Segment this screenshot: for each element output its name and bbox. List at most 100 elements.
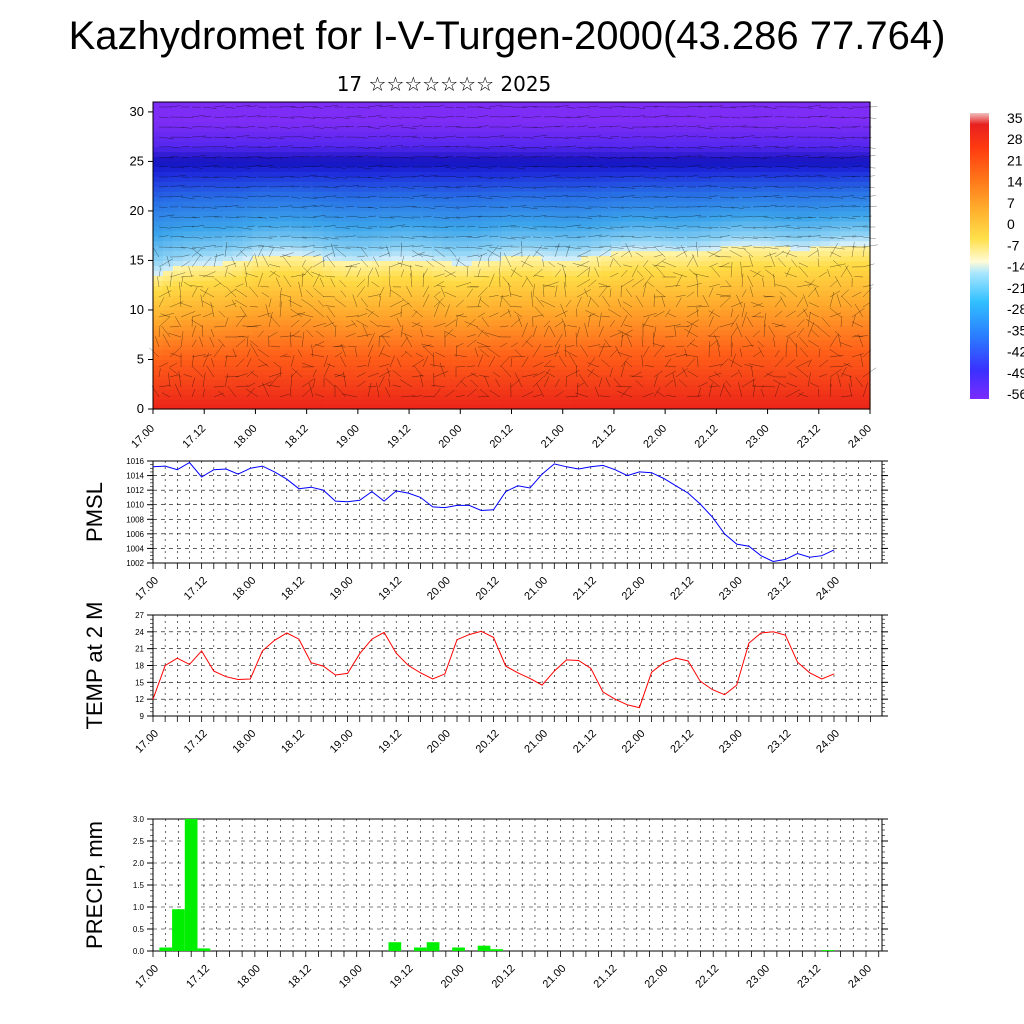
heatmap-cell xyxy=(342,181,353,187)
heatmap-cell xyxy=(581,121,592,128)
heatmap-cell xyxy=(212,215,224,222)
heatmap-cell xyxy=(581,102,592,108)
heatmap-cell xyxy=(153,305,164,311)
heatmap-cell xyxy=(740,290,752,296)
heatmap-cell xyxy=(561,151,572,158)
heatmap-cell xyxy=(471,225,483,232)
heatmap-cell xyxy=(820,191,831,197)
heatmap-cell xyxy=(162,285,174,291)
heatmap-cell xyxy=(362,364,373,370)
wind-barb xyxy=(290,330,300,338)
heatmap-cell xyxy=(441,399,453,405)
heatmap-cell xyxy=(322,255,333,262)
heatmap-cell xyxy=(202,334,214,341)
wind-barb xyxy=(309,382,314,398)
heatmap-cell xyxy=(322,151,333,158)
heatmap-cell xyxy=(521,339,533,346)
heatmap-cell xyxy=(461,295,473,301)
heatmap-cell xyxy=(571,260,582,266)
wind-barb xyxy=(209,336,215,348)
heatmap-cell xyxy=(182,314,194,321)
heatmap-cell xyxy=(800,389,811,395)
heatmap-cell xyxy=(650,404,662,410)
heatmap-cell xyxy=(571,181,582,187)
heatmap-cell xyxy=(551,399,562,405)
heatmap-cell xyxy=(591,295,602,301)
heatmap-cell xyxy=(611,379,622,385)
heatmap-cell xyxy=(272,364,284,370)
heatmap-cell xyxy=(800,349,811,356)
heatmap-cell xyxy=(382,116,393,123)
heatmap-cell xyxy=(790,324,801,331)
heatmap-cell xyxy=(760,290,772,296)
heatmap-cell xyxy=(172,220,184,227)
heatmap-cell xyxy=(162,141,174,148)
heatmap-cell xyxy=(800,166,811,172)
heatmap-cell xyxy=(322,379,333,385)
heatmap-cell xyxy=(660,146,672,153)
heatmap-cell xyxy=(740,379,752,385)
heatmap-cell xyxy=(471,270,483,276)
heatmap-cell xyxy=(501,389,513,395)
wind-barb xyxy=(191,254,202,268)
heatmap-cell xyxy=(511,290,523,296)
heatmap-cell xyxy=(561,344,572,351)
heatmap-cell xyxy=(750,171,762,177)
heatmap-cell xyxy=(262,349,274,356)
heatmap-cell xyxy=(441,210,453,217)
heatmap-cell xyxy=(710,394,722,400)
wind-barb xyxy=(169,184,185,188)
heatmap-cell xyxy=(352,349,363,356)
heatmap-cell xyxy=(640,399,652,405)
wind-barb xyxy=(228,272,237,278)
heatmap-cell xyxy=(491,111,503,118)
heatmap-cell xyxy=(601,126,612,133)
heatmap-cell xyxy=(411,374,423,380)
heatmap-cell xyxy=(660,379,672,385)
heatmap-cell xyxy=(382,131,393,138)
heatmap-cell xyxy=(232,344,244,351)
heatmap-cell xyxy=(621,275,632,281)
heatmap-cell xyxy=(451,220,463,227)
heatmap-cell xyxy=(342,314,353,321)
heatmap-cell xyxy=(670,171,682,177)
heatmap-cell xyxy=(172,106,184,113)
heatmap-cell xyxy=(611,106,622,113)
heatmap-cell xyxy=(730,255,742,262)
heatmap-cell xyxy=(611,161,622,167)
heatmap-cell xyxy=(690,141,702,148)
heatmap-cell xyxy=(640,102,652,108)
wind-barb xyxy=(257,136,271,139)
heatmap-cell xyxy=(292,240,303,247)
heatmap-cell xyxy=(392,205,403,212)
heatmap-cell xyxy=(282,290,294,296)
heatmap-cell xyxy=(541,265,552,271)
heatmap-cell xyxy=(362,359,373,366)
wind-barb xyxy=(191,236,204,239)
heatmap-cell xyxy=(342,384,353,390)
heatmap-cell xyxy=(621,166,632,172)
heatmap-cell xyxy=(262,161,274,167)
heatmap-cell xyxy=(621,156,632,163)
heatmap-cell xyxy=(421,285,433,291)
heatmap-cell xyxy=(302,359,313,366)
heatmap-cell xyxy=(810,344,821,351)
heatmap-cell xyxy=(481,136,493,143)
heatmap-cell xyxy=(282,339,294,346)
heatmap-cell xyxy=(292,131,303,138)
heatmap-cell xyxy=(780,255,791,262)
heatmap-cell xyxy=(750,349,762,356)
heatmap-cell xyxy=(611,349,622,356)
heatmap-cell xyxy=(531,141,542,148)
heatmap-cell xyxy=(740,324,752,331)
heatmap-cell xyxy=(153,176,164,182)
heatmap-cell xyxy=(740,171,752,177)
heatmap-cell xyxy=(481,309,493,316)
heatmap-cell xyxy=(401,319,413,326)
heatmap-cell xyxy=(780,210,791,217)
heatmap-cell xyxy=(690,196,702,202)
heatmap-cell xyxy=(700,230,712,237)
heatmap-cell xyxy=(322,106,333,113)
heatmap-cell xyxy=(551,136,562,143)
heatmap-cell xyxy=(192,196,204,202)
